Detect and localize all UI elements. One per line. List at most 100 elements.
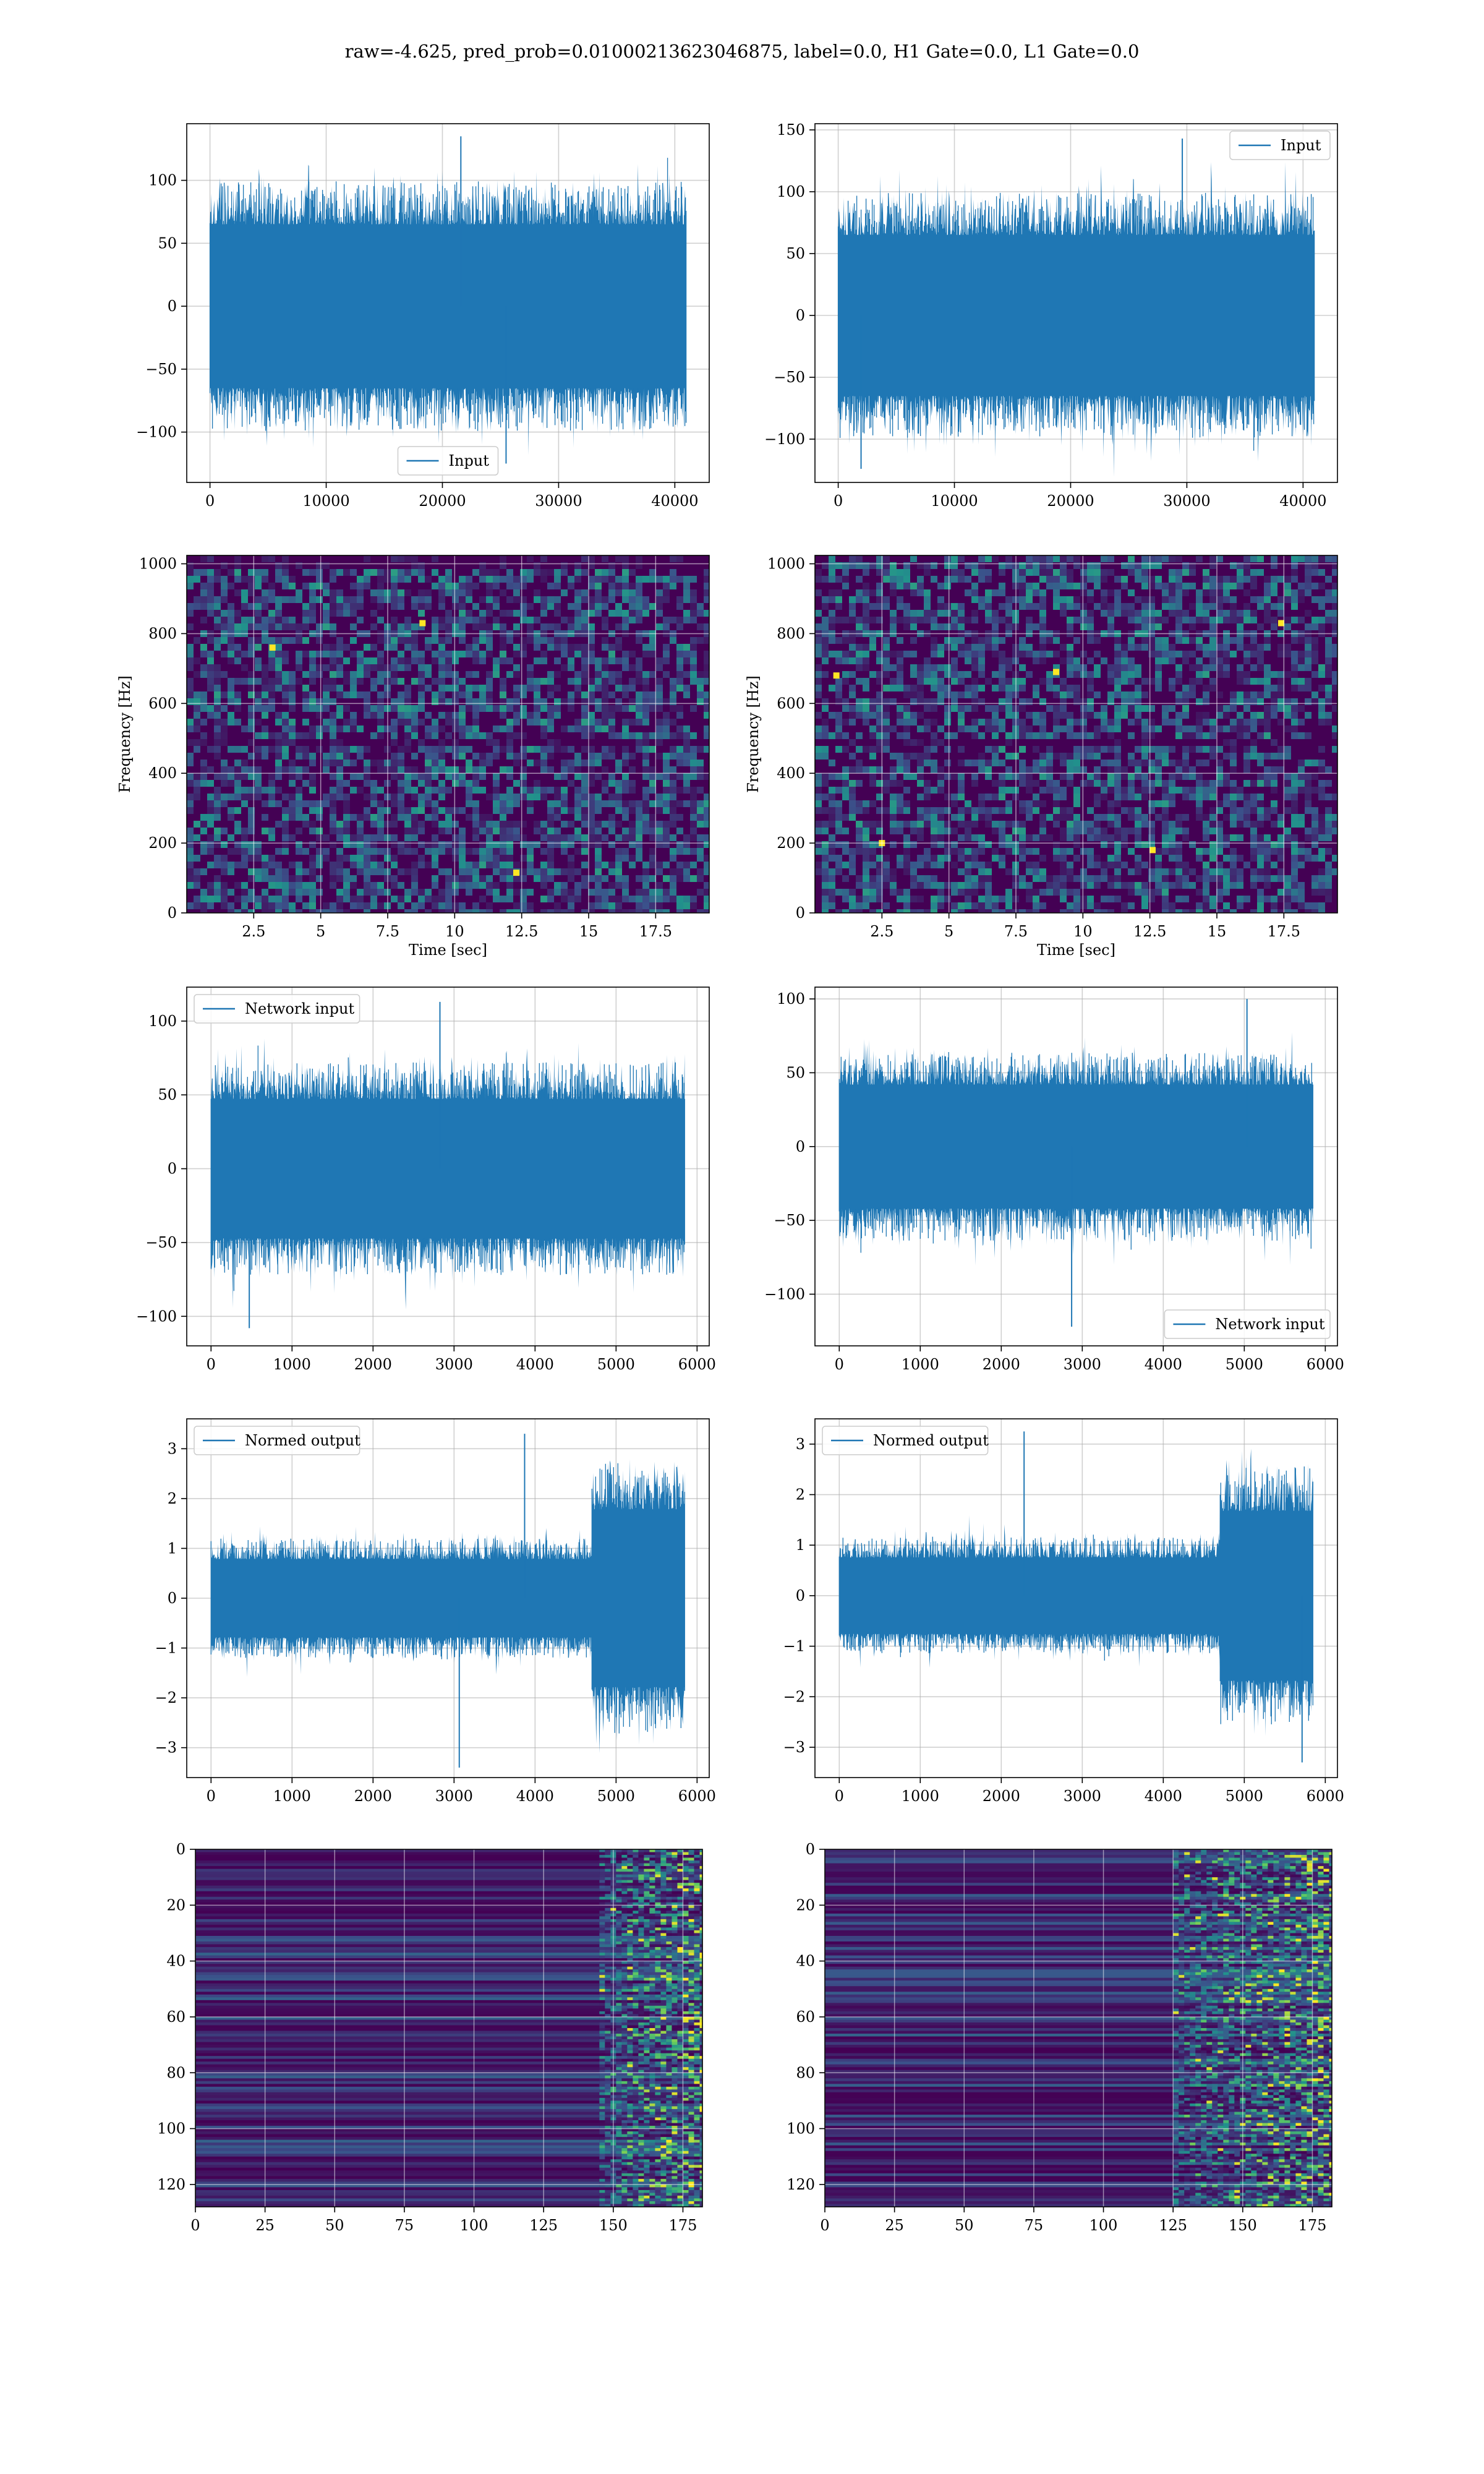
heatmap-cell (1080, 882, 1087, 889)
heatmap-cell (903, 766, 910, 773)
heatmap-cell (466, 868, 472, 875)
heatmap-cell (513, 732, 520, 739)
heatmap-cell (636, 678, 642, 685)
heatmap-cell (1223, 651, 1230, 657)
heatmap-cell (221, 596, 228, 603)
heatmap-cell (937, 834, 944, 841)
heatmap-cell (978, 644, 985, 651)
heatmap-cell (835, 787, 842, 794)
heatmap-cell (445, 671, 452, 678)
heatmap-cell (683, 834, 690, 841)
heatmap-cell (1148, 644, 1155, 651)
heatmap-cell (493, 896, 500, 902)
heatmap-cell (1257, 875, 1264, 882)
heatmap-cell (1277, 644, 1284, 651)
heatmap-cell (1196, 657, 1203, 664)
heatmap-cell (221, 623, 228, 630)
heatmap-cell (248, 773, 255, 780)
heatmap-cell (876, 698, 883, 705)
heatmap-cell (527, 787, 534, 794)
heatmap-cell (1060, 814, 1067, 821)
heatmap-cell (588, 760, 595, 766)
heatmap-cell (520, 644, 527, 651)
heatmap-cell (561, 841, 568, 848)
heatmap-cell (207, 576, 214, 583)
heatmap-cell (683, 671, 690, 678)
heatmap-cell (540, 651, 547, 657)
heatmap-cell (642, 671, 649, 678)
heatmap-cell (992, 637, 999, 644)
heatmap-cell (622, 685, 629, 691)
heatmap-cell (425, 889, 432, 896)
heatmap-cell (350, 678, 357, 685)
heatmap-cell (214, 862, 221, 868)
heatmap-cell (228, 719, 234, 726)
heatmap-cell (958, 637, 965, 644)
heatmap-cell (1284, 834, 1291, 841)
heatmap-cell (978, 685, 985, 691)
heatmap-cell (1169, 882, 1175, 889)
heatmap-cell (1175, 726, 1182, 732)
heatmap-cell (822, 623, 829, 630)
heatmap-cell (1243, 698, 1250, 705)
heatmap-cell (268, 787, 275, 794)
heatmap-cell (670, 732, 676, 739)
heatmap-cell (1250, 576, 1257, 583)
heatmap-cell (1230, 800, 1237, 807)
heatmap-cell (999, 685, 1005, 691)
heatmap-cell (903, 800, 910, 807)
heatmap-cell (248, 909, 255, 913)
heatmap-cell (1080, 868, 1087, 875)
heatmap-cell (676, 868, 683, 875)
heatmap-cell (568, 603, 574, 610)
heatmap-cell (608, 705, 615, 712)
heatmap-cell (513, 719, 520, 726)
heatmap-cell (1182, 569, 1189, 576)
heatmap-cell (965, 834, 971, 841)
heatmap-cell (1128, 562, 1135, 569)
heatmap-cell (636, 896, 642, 902)
heatmap-cell (649, 889, 656, 896)
heatmap-cell (1026, 732, 1033, 739)
heatmap-cell (588, 583, 595, 589)
heatmap-cell (670, 773, 676, 780)
heatmap-cell (978, 794, 985, 800)
heatmap-cell (1141, 569, 1148, 576)
heatmap-cell (520, 766, 527, 773)
heatmap-cell (336, 868, 343, 875)
heatmap-cell (370, 855, 377, 862)
heatmap-cell (1196, 610, 1203, 617)
heatmap-cell (187, 773, 194, 780)
heatmap-cell (296, 678, 302, 685)
heatmap-cell (1019, 800, 1026, 807)
heatmap-cell (1318, 766, 1325, 773)
heatmap-cell (978, 807, 985, 814)
heatmap-cell (323, 766, 330, 773)
heatmap-cell (937, 787, 944, 794)
heatmap-cell (683, 739, 690, 746)
heatmap-cell (985, 555, 992, 562)
heatmap-cell (1250, 800, 1257, 807)
heatmap-cell (944, 610, 951, 617)
heatmap-cell (1073, 657, 1080, 664)
heatmap-cell (1271, 780, 1277, 787)
heatmap-cell (452, 596, 459, 603)
heatmap-cell (500, 562, 506, 569)
heatmap-cell (432, 862, 438, 868)
heatmap-cell (1067, 651, 1073, 657)
heatmap-cell (1257, 732, 1264, 739)
heatmap-cell (615, 787, 622, 794)
heatmap-cell (1284, 841, 1291, 848)
axes-frame (186, 555, 710, 914)
heatmap-cell (275, 576, 282, 583)
heatmap-cell (1182, 726, 1189, 732)
heatmap-cell (425, 753, 432, 760)
heatmap-cell (676, 555, 683, 562)
heatmap-cell (924, 760, 931, 766)
heatmap-cell (1039, 821, 1046, 828)
heatmap-cell (309, 651, 316, 657)
heatmap-cell (1073, 617, 1080, 623)
heatmap-cell (588, 746, 595, 753)
heatmap-cell (479, 862, 486, 868)
heatmap-cell (411, 807, 418, 814)
